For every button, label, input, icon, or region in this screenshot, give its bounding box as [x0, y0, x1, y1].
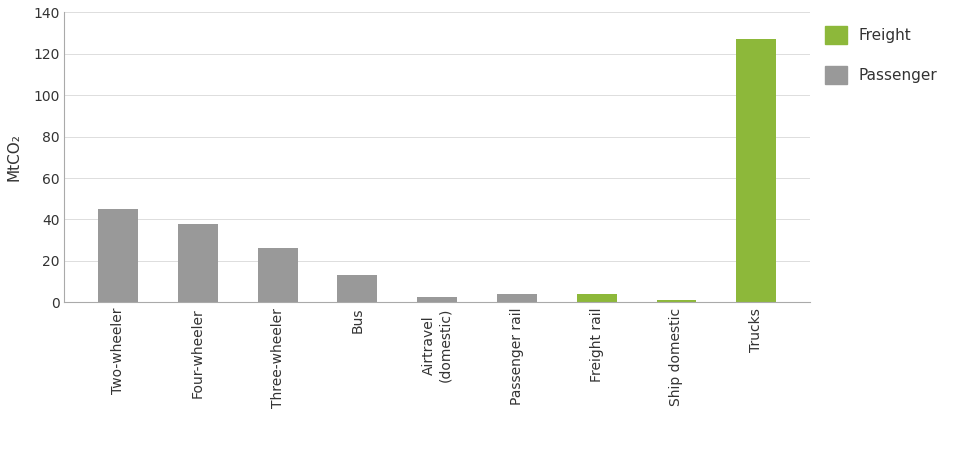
- Bar: [258, 248, 298, 302]
- Bar: [657, 300, 697, 302]
- Y-axis label: MtCO₂: MtCO₂: [7, 133, 21, 181]
- Legend: Freight, Passenger: Freight, Passenger: [825, 26, 938, 84]
- Bar: [577, 294, 617, 302]
- Bar: [338, 275, 378, 302]
- Bar: [99, 209, 138, 302]
- Bar: [418, 297, 457, 302]
- Bar: [736, 40, 776, 302]
- Bar: [178, 224, 218, 302]
- Bar: [497, 294, 537, 302]
